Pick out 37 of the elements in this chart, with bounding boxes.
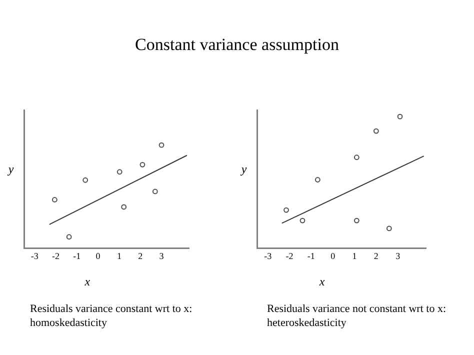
- text: Residuals variance constant wrt to x: homoskedasticity: [30, 302, 194, 330]
- x-tick-label: -1: [73, 250, 81, 261]
- text: Residuals variance not constant wrt to x: heteroskedasticity: [267, 302, 448, 330]
- point: [300, 218, 306, 224]
- point: [284, 207, 289, 213]
- point: [52, 197, 58, 202]
- point: [397, 114, 403, 120]
- x-tick-label: -3: [30, 250, 39, 261]
- x-tick-label: 0: [330, 250, 336, 261]
- x-tick-label: 2: [138, 250, 143, 261]
- point: [82, 177, 88, 183]
- x-tick-label: 1: [352, 250, 357, 261]
- y-axis-title: y: [240, 162, 248, 176]
- point: [373, 128, 379, 134]
- point: [314, 177, 320, 182]
- x-tick-label: -2: [52, 250, 60, 261]
- x-tick-label: 2: [374, 250, 378, 261]
- x-tick-label: -1: [307, 250, 315, 261]
- x-tick-label: -3: [264, 250, 272, 261]
- point: [121, 204, 127, 210]
- x-tick-label: 3: [159, 250, 164, 261]
- point: [140, 162, 146, 168]
- x-axis-title: x: [84, 274, 91, 288]
- x-axis-title: x: [318, 274, 326, 288]
- x-tick-label: 1: [116, 250, 122, 261]
- x-tick-label: 3: [396, 250, 401, 261]
- x-tick-label: -2: [286, 250, 294, 261]
- x-tick-label: 0: [96, 250, 101, 261]
- point: [354, 218, 360, 224]
- point: [66, 234, 72, 240]
- y-axis-title: y: [7, 162, 14, 176]
- point: [354, 154, 360, 160]
- point: [158, 142, 164, 148]
- point: [386, 226, 392, 232]
- text: Constant variance assumption: [134, 35, 340, 55]
- point: [152, 188, 158, 194]
- point: [116, 169, 122, 175]
